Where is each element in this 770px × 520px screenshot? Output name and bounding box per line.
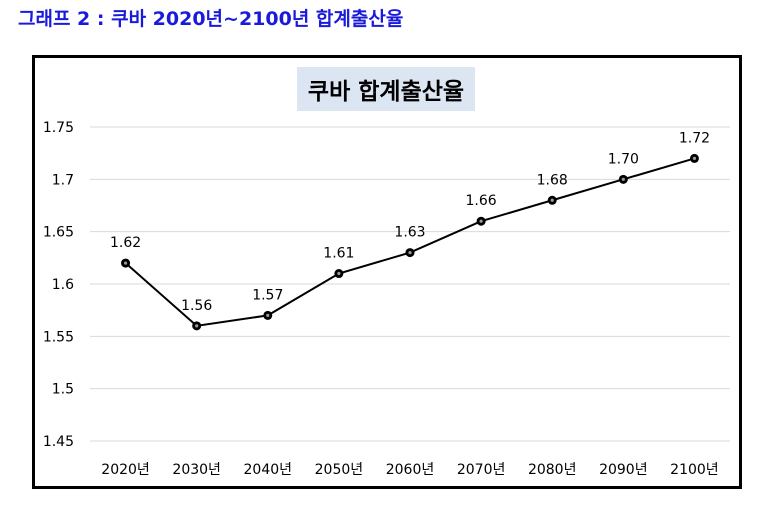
y-tick-labels: 1.45 1.5 1.55 1.6 1.65 1.7 1.75	[43, 120, 74, 450]
y-tick-label: 1.45	[43, 434, 74, 450]
grid-lines	[90, 126, 730, 442]
data-point-center	[123, 261, 128, 265]
x-tick-label: 2100년	[670, 462, 719, 478]
data-point-center	[621, 177, 625, 181]
x-tick-label: 2040년	[244, 462, 293, 478]
data-point-center	[195, 324, 199, 328]
data-point-center	[266, 313, 270, 317]
data-label: 1.66	[466, 193, 497, 209]
data-label: 1.62	[110, 235, 141, 251]
data-label: 1.56	[181, 298, 212, 314]
x-tick-labels: 2020년 2030년 2040년 2050년 2060년 2070년 2080년 2090년…	[101, 462, 718, 478]
y-tick-label: 1.5	[52, 382, 74, 398]
data-point-center	[408, 251, 412, 255]
x-tick-label: 2090년	[599, 462, 648, 478]
data-point-center	[550, 198, 554, 202]
x-tick-label: 2070년	[457, 462, 506, 478]
page-heading: 그래프 2 : 쿠바 2020년~2100년 합계출산율	[18, 8, 404, 30]
data-label: 1.72	[679, 130, 710, 146]
data-point-center	[479, 219, 483, 223]
x-tick-label: 2060년	[386, 462, 435, 478]
data-points	[121, 153, 699, 331]
y-tick-label: 1.7	[52, 172, 74, 188]
data-label: 1.61	[323, 246, 354, 262]
data-label: 1.63	[394, 225, 425, 241]
y-tick-label: 1.65	[43, 225, 74, 241]
data-point-center	[692, 156, 697, 160]
data-label: 1.68	[537, 172, 568, 188]
x-tick-label: 2020년	[101, 462, 150, 478]
data-label: 1.70	[608, 151, 639, 167]
data-point-center	[337, 271, 341, 276]
y-tick-label: 1.6	[52, 277, 74, 293]
x-tick-label: 2080년	[528, 462, 577, 478]
chart-title: 쿠바 합계출산율	[297, 67, 475, 111]
y-tick-label: 1.55	[43, 329, 74, 345]
x-tick-label: 2050년	[315, 462, 364, 478]
data-labels: 1.62 1.56 1.57 1.61 1.63 1.66 1.68 1.70 1.72	[110, 130, 710, 313]
y-tick-label: 1.75	[43, 120, 74, 136]
x-tick-label: 2030년	[172, 462, 221, 478]
data-label: 1.57	[252, 287, 283, 303]
